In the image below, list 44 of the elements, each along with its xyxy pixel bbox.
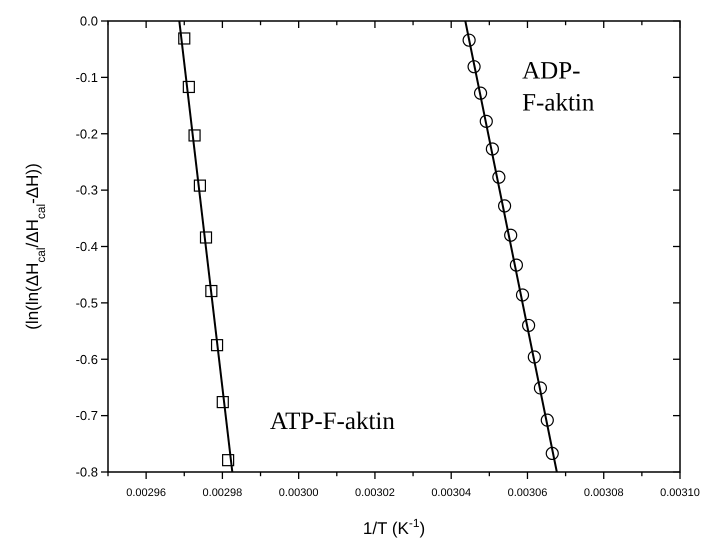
point xyxy=(540,414,554,427)
point xyxy=(462,34,476,47)
annotation: ADP- F-aktin xyxy=(522,57,595,116)
point xyxy=(546,446,559,460)
x-tick-label: 0.00302 xyxy=(355,487,395,499)
annotation: ATP-F-aktin xyxy=(270,408,396,436)
point xyxy=(486,142,499,156)
point xyxy=(194,180,206,192)
point xyxy=(205,284,218,298)
x-tick-label: 0.00304 xyxy=(431,487,472,499)
point xyxy=(534,381,548,395)
point xyxy=(480,114,493,128)
x-tick-label: 0.00298 xyxy=(202,487,242,499)
point xyxy=(474,86,488,100)
y-tick-label: 0.0 xyxy=(80,14,98,28)
point xyxy=(467,60,481,74)
point xyxy=(178,32,190,45)
x-tick-label: 0.00310 xyxy=(660,487,700,499)
point xyxy=(516,288,530,302)
point xyxy=(182,80,195,94)
y-tick-label: -0.2 xyxy=(76,126,98,142)
point xyxy=(510,258,524,272)
point xyxy=(222,454,234,466)
x-tick-label: 0.00300 xyxy=(278,487,319,499)
point xyxy=(528,350,541,364)
y-tick-label: -0.1 xyxy=(76,70,98,85)
point xyxy=(210,339,224,352)
y-tick-label: -0.7 xyxy=(76,408,98,424)
y-tick-label: -0.8 xyxy=(76,464,98,480)
point xyxy=(498,199,512,213)
point xyxy=(504,228,518,242)
x-tick-label: 0.00306 xyxy=(508,487,548,499)
point xyxy=(492,170,506,184)
y-tick-label: -0.5 xyxy=(76,295,98,310)
x-tick-label: 0.00296 xyxy=(126,487,166,499)
y-tick-label: -0.3 xyxy=(76,182,98,198)
point xyxy=(216,396,229,408)
y-tick-label: -0.6 xyxy=(76,352,98,367)
point xyxy=(200,231,212,244)
point xyxy=(188,129,201,142)
x-axis-title: 1/T (K$^{-1}$) xyxy=(362,516,426,538)
y-tick-label: -0.4 xyxy=(76,239,98,254)
x-tick-label: 0.00308 xyxy=(584,487,624,499)
point xyxy=(522,318,536,332)
